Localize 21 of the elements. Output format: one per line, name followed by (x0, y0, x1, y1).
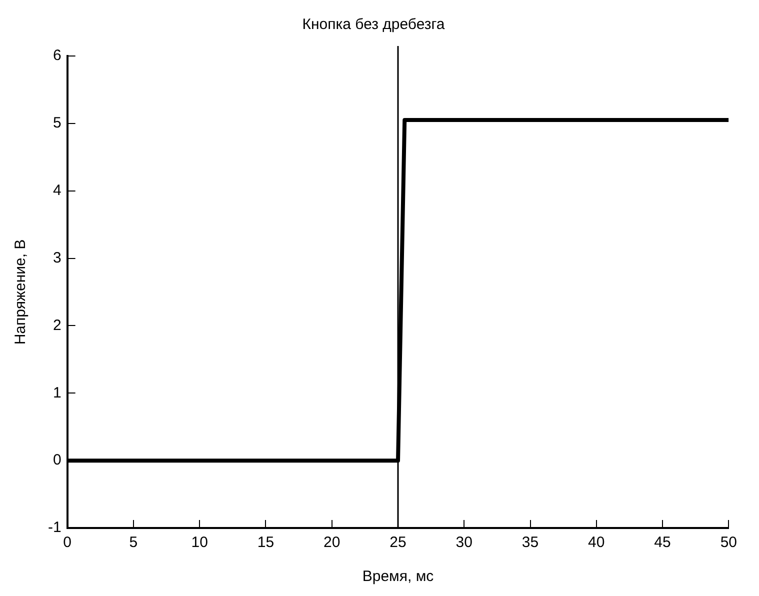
x-tick-label: 30 (456, 534, 472, 552)
y-tick-label: 5 (52, 114, 62, 132)
x-tick-label: 10 (191, 534, 208, 552)
x-tick-label: 20 (324, 534, 340, 552)
x-tick-label: 35 (522, 534, 539, 552)
x-tick-label: 50 (720, 534, 737, 552)
y-axis-title: Напряжение, В (12, 239, 30, 345)
y-tick-label: 0 (52, 452, 62, 469)
x-tick-label: 45 (654, 534, 671, 552)
y-tick-label: 4 (52, 182, 62, 199)
y-tick-label: 3 (52, 249, 62, 266)
y-tick-label: 1 (52, 384, 62, 402)
x-tick-label: 5 (129, 534, 138, 552)
y-tick-label: 2 (52, 316, 62, 334)
y-tick-label: 6 (52, 47, 62, 64)
x-tick-label: 25 (390, 534, 406, 552)
x-axis-title: Время, мс (362, 568, 434, 586)
x-tick-label: 15 (257, 534, 274, 552)
y-tick-label: -1 (48, 519, 62, 536)
chart-title: Кнопка без дребезга (302, 16, 446, 34)
x-tick-label: 40 (588, 534, 605, 552)
